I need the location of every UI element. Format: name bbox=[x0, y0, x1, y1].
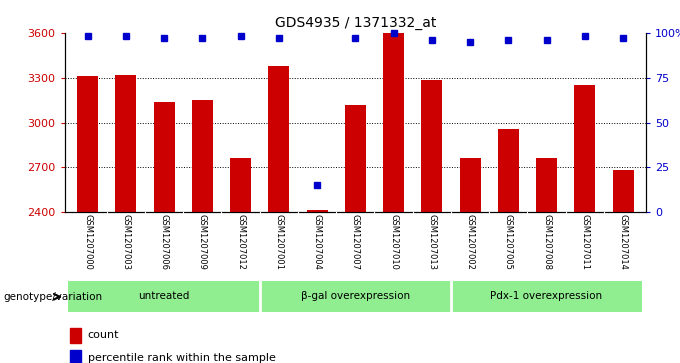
Title: GDS4935 / 1371332_at: GDS4935 / 1371332_at bbox=[275, 16, 436, 30]
Text: GSM1207012: GSM1207012 bbox=[236, 215, 245, 270]
Text: GSM1207010: GSM1207010 bbox=[389, 215, 398, 270]
Bar bbox=[71, 350, 81, 363]
Text: GSM1207009: GSM1207009 bbox=[198, 215, 207, 270]
Bar bbox=[307, 210, 328, 363]
Bar bbox=[69, 281, 260, 312]
Text: Pdx-1 overexpression: Pdx-1 overexpression bbox=[490, 291, 602, 301]
Text: GSM1207002: GSM1207002 bbox=[466, 215, 475, 270]
Bar bbox=[154, 102, 175, 363]
Bar bbox=[345, 105, 366, 363]
Text: GSM1207014: GSM1207014 bbox=[619, 215, 628, 270]
Text: GSM1207008: GSM1207008 bbox=[542, 215, 551, 270]
Bar bbox=[269, 66, 289, 363]
Text: GSM1207011: GSM1207011 bbox=[580, 215, 590, 270]
Bar bbox=[498, 129, 519, 363]
Bar bbox=[575, 85, 595, 363]
Bar bbox=[536, 158, 557, 363]
Text: GSM1207004: GSM1207004 bbox=[313, 215, 322, 270]
Bar bbox=[383, 33, 404, 363]
Bar bbox=[451, 281, 642, 312]
Bar bbox=[192, 100, 213, 363]
Bar bbox=[77, 76, 98, 363]
Bar bbox=[71, 328, 81, 343]
Text: GSM1207007: GSM1207007 bbox=[351, 215, 360, 270]
Text: genotype/variation: genotype/variation bbox=[3, 292, 103, 302]
Text: GSM1207003: GSM1207003 bbox=[121, 215, 131, 270]
Bar bbox=[116, 74, 136, 363]
Text: β-gal overexpression: β-gal overexpression bbox=[301, 291, 410, 301]
Bar bbox=[460, 158, 481, 363]
Bar bbox=[230, 158, 251, 363]
Text: GSM1207013: GSM1207013 bbox=[427, 215, 437, 270]
Text: count: count bbox=[88, 330, 120, 340]
Text: GSM1207005: GSM1207005 bbox=[504, 215, 513, 270]
Text: GSM1207006: GSM1207006 bbox=[160, 215, 169, 270]
Bar bbox=[613, 170, 634, 363]
Bar bbox=[422, 80, 442, 363]
Text: percentile rank within the sample: percentile rank within the sample bbox=[88, 353, 275, 363]
Text: untreated: untreated bbox=[138, 291, 190, 301]
Bar bbox=[260, 281, 451, 312]
Text: GSM1207001: GSM1207001 bbox=[274, 215, 284, 270]
Text: GSM1207000: GSM1207000 bbox=[83, 215, 92, 270]
